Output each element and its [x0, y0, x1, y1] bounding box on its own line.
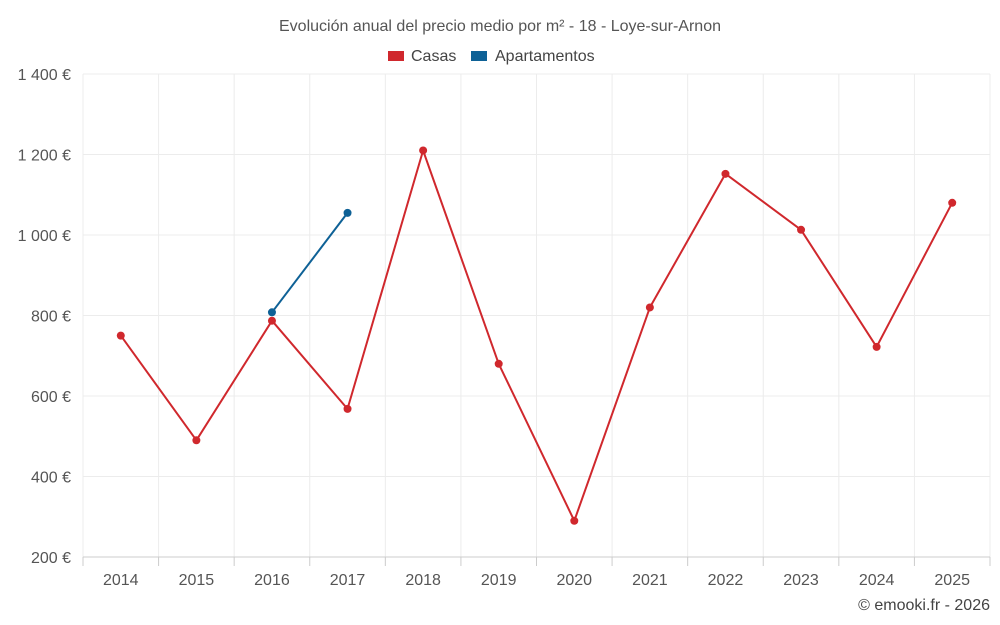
- x-tick-label-2024: 2024: [859, 572, 895, 589]
- data-point-casas-2014: [116, 331, 125, 340]
- series-apartamentos: [267, 208, 352, 317]
- data-point-casas-2017: [343, 404, 352, 413]
- x-tick-label-2025: 2025: [934, 572, 970, 589]
- legend-label-apartamentos: Apartamentos: [495, 48, 595, 65]
- data-point-casas-2025: [948, 198, 957, 207]
- data-point-casas-2018: [419, 146, 428, 155]
- legend-item-casas[interactable]: Casas: [388, 48, 456, 65]
- y-tick-label-200: 200 €: [31, 550, 71, 567]
- series-casas: [116, 146, 957, 525]
- y-tick-label-800: 800 €: [31, 309, 71, 326]
- chart-title: Evolución anual del precio medio por m² …: [279, 18, 721, 35]
- x-tick-label-2018: 2018: [405, 572, 441, 589]
- axes: 200 € 400 € 600 € 800 € 1 000 € 1 200 € 1 400 …: [18, 67, 991, 589]
- data-point-casas-2020: [570, 516, 579, 525]
- series-layer: [116, 146, 957, 525]
- y-tick-label-400: 400 €: [31, 470, 71, 487]
- legend-swatch-apartamentos: [471, 51, 487, 61]
- y-tick-label-1400: 1 400 €: [18, 67, 71, 84]
- legend-swatch-casas: [388, 51, 404, 61]
- series-line-casas: [119, 149, 954, 522]
- legend: Casas Apartamentos: [388, 48, 595, 65]
- x-tick-label-2015: 2015: [179, 572, 215, 589]
- legend-label-casas: Casas: [411, 48, 456, 65]
- x-tick-label-2017: 2017: [330, 572, 366, 589]
- chart-credit: © emooki.fr - 2026: [858, 597, 990, 614]
- x-tick-label-2023: 2023: [783, 572, 819, 589]
- data-point-apartamentos-2016: [267, 308, 276, 317]
- legend-item-apartamentos[interactable]: Apartamentos: [471, 48, 595, 65]
- x-tick-label-2021: 2021: [632, 572, 668, 589]
- data-point-casas-2016: [267, 316, 276, 325]
- y-tick-label-1200: 1 200 €: [18, 148, 71, 165]
- data-point-casas-2015: [192, 436, 201, 445]
- y-tick-label-600: 600 €: [31, 389, 71, 406]
- y-tick-label-1000: 1 000 €: [18, 228, 71, 245]
- data-point-apartamentos-2017: [343, 208, 352, 217]
- x-tick-label-2022: 2022: [708, 572, 744, 589]
- x-tick-label-2014: 2014: [103, 572, 139, 589]
- data-point-casas-2021: [645, 303, 654, 312]
- x-tick-label-2020: 2020: [556, 572, 592, 589]
- data-point-casas-2023: [797, 225, 806, 234]
- x-tick-label-2016: 2016: [254, 572, 290, 589]
- data-point-casas-2024: [872, 342, 881, 351]
- data-point-casas-2019: [494, 359, 503, 368]
- x-tick-label-2019: 2019: [481, 572, 517, 589]
- series-line-apartamentos: [271, 212, 349, 313]
- data-point-casas-2022: [721, 169, 730, 178]
- grid: [82, 73, 991, 557]
